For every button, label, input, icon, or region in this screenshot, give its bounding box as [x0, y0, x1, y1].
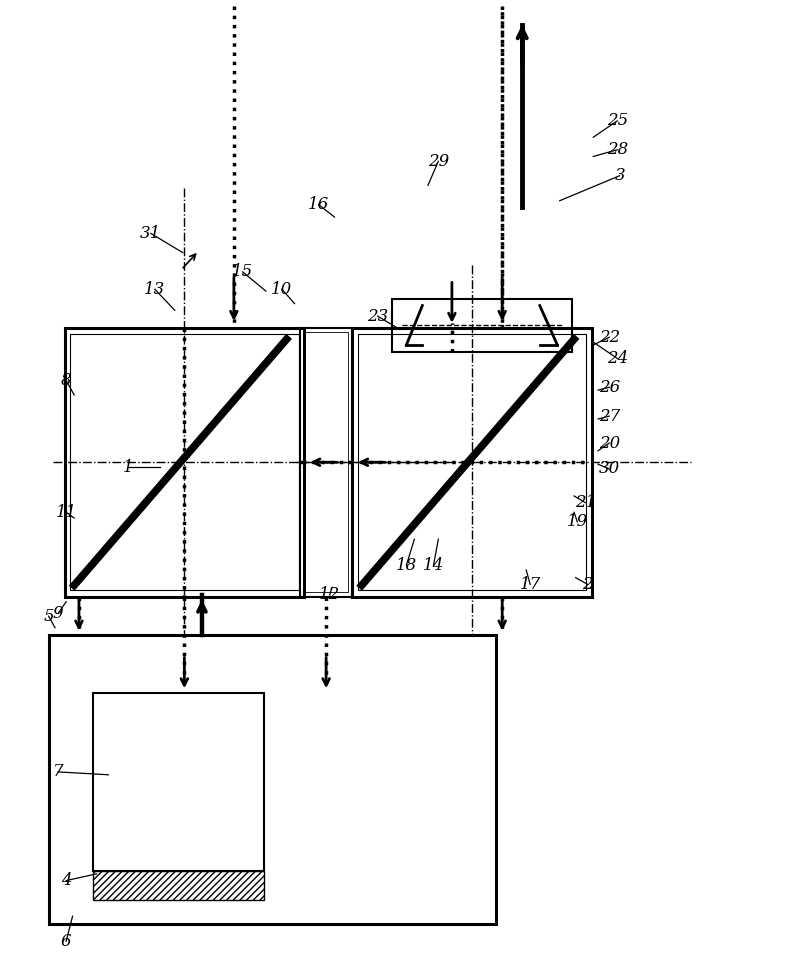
Text: 4: 4: [61, 872, 71, 889]
Bar: [300, 327, 352, 597]
Text: 17: 17: [519, 576, 541, 593]
Text: 25: 25: [606, 113, 628, 129]
Text: 7: 7: [53, 764, 63, 780]
Text: 20: 20: [598, 434, 620, 452]
Text: 2: 2: [582, 576, 593, 593]
Text: 8: 8: [61, 372, 71, 389]
Text: 29: 29: [428, 153, 449, 169]
Text: 6: 6: [61, 932, 71, 950]
Text: 31: 31: [140, 225, 162, 242]
Text: 10: 10: [271, 280, 293, 298]
Bar: [49, 636, 496, 924]
Bar: [352, 327, 592, 597]
Bar: [65, 327, 304, 597]
Bar: [93, 693, 264, 871]
Text: 9: 9: [53, 605, 63, 622]
Text: 15: 15: [232, 263, 254, 280]
Text: 13: 13: [144, 280, 166, 298]
Text: 5: 5: [43, 608, 54, 625]
Text: 21: 21: [574, 494, 596, 511]
Text: 11: 11: [55, 504, 77, 521]
Text: 19: 19: [566, 513, 588, 531]
Text: 16: 16: [308, 196, 329, 213]
Bar: [358, 334, 586, 590]
Text: 18: 18: [396, 557, 417, 574]
Text: 28: 28: [606, 142, 628, 158]
Text: 12: 12: [319, 586, 340, 604]
Bar: [392, 299, 572, 351]
Bar: [93, 871, 264, 899]
Text: 27: 27: [598, 407, 620, 425]
Text: 3: 3: [614, 168, 625, 184]
Text: 30: 30: [598, 460, 620, 478]
Text: 14: 14: [423, 557, 444, 574]
Bar: [304, 332, 348, 592]
Bar: [70, 334, 298, 590]
Text: 26: 26: [598, 378, 620, 396]
Text: 1: 1: [123, 458, 134, 476]
Text: 22: 22: [598, 328, 620, 346]
Text: 23: 23: [367, 307, 388, 325]
Text: 24: 24: [606, 350, 628, 367]
